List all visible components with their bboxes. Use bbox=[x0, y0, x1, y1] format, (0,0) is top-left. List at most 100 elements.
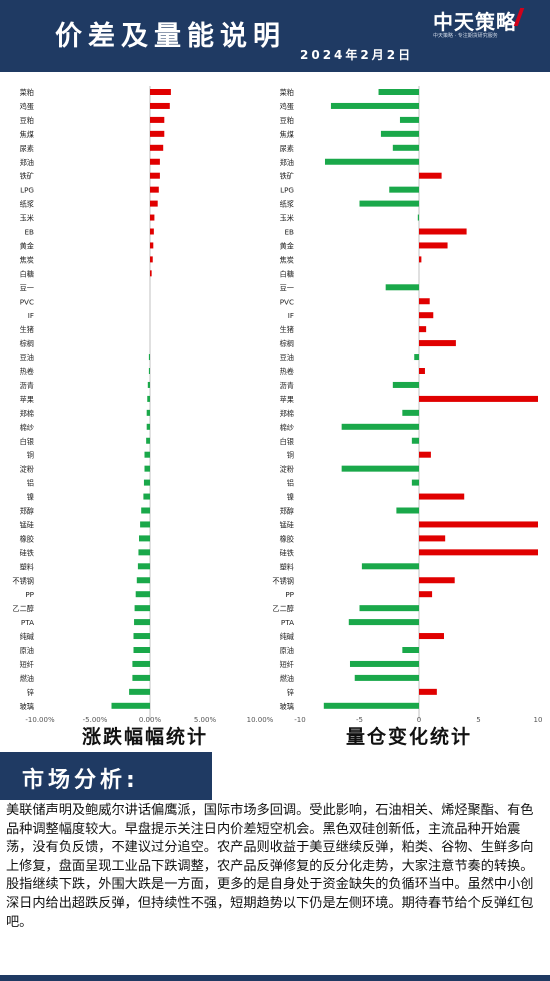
chart-1-category-label: 生猪 bbox=[280, 325, 294, 334]
chart-0-category-label: 郑油 bbox=[20, 158, 34, 167]
chart-0-category-label: PP bbox=[25, 590, 34, 599]
chart-0-bar bbox=[134, 605, 150, 612]
chart-0-category-label: EB bbox=[25, 228, 35, 237]
chart-1-category-label: 短纤 bbox=[280, 660, 294, 669]
chart-0-category-label: 棕榈 bbox=[20, 339, 34, 348]
chart-0-category-label: 郑醇 bbox=[20, 507, 34, 516]
chart-0-bar bbox=[150, 89, 171, 95]
chart-0-category-label: 生猪 bbox=[20, 325, 34, 334]
chart-0-bar bbox=[143, 479, 150, 486]
chart-1-category-label: 焦煤 bbox=[280, 130, 294, 139]
chart-1-bar bbox=[414, 354, 419, 361]
chart-1-bar bbox=[361, 563, 419, 570]
chart-1-bar bbox=[419, 521, 538, 528]
chart-1-category-label: 硅铁 bbox=[280, 548, 294, 557]
chart-0-category-label: 郑棉 bbox=[20, 409, 34, 418]
chart-1-bar bbox=[419, 535, 446, 542]
page-title: 价差及量能说明 bbox=[55, 21, 286, 52]
chart-1-bar bbox=[419, 493, 465, 500]
chart-0-bar bbox=[139, 535, 150, 542]
chart-1-bar bbox=[419, 591, 433, 598]
chart-0-category-label: 豆一 bbox=[20, 283, 34, 292]
chart-0-category-label: PVC bbox=[20, 297, 34, 306]
chart-0-tick-label: 0.00% bbox=[139, 716, 162, 724]
chart-0-bar bbox=[150, 200, 158, 207]
chart-0-category-label: 沥青 bbox=[20, 381, 34, 390]
chart-0-bar bbox=[135, 591, 150, 598]
chart-1-category-label: 热卷 bbox=[280, 367, 294, 376]
chart-0-category-label: 铜 bbox=[27, 451, 34, 460]
chart-1-tick-label: 10 bbox=[534, 716, 543, 724]
chart-0-bar bbox=[150, 242, 154, 249]
chart-0-bar bbox=[150, 144, 164, 151]
section-title: 市场分析: bbox=[22, 768, 139, 793]
chart-0-bar bbox=[148, 368, 150, 374]
logo-text: 中天策略 bbox=[433, 10, 517, 34]
footer-bar bbox=[0, 975, 550, 981]
chart-0-category-label: 塑料 bbox=[20, 562, 34, 571]
chart-1-bar bbox=[419, 172, 442, 179]
chart-0-bar bbox=[134, 619, 150, 626]
chart-0-bar bbox=[148, 354, 150, 361]
chart-1-category-label: 苹果 bbox=[280, 395, 294, 404]
chart-1-bar bbox=[419, 549, 538, 556]
chart-0-category-label: 镍 bbox=[27, 493, 34, 502]
chart-1-bar bbox=[419, 298, 430, 305]
chart-1-bar bbox=[419, 577, 455, 584]
chart-0-bar bbox=[150, 158, 160, 165]
chart-1-category-label: 橡胶 bbox=[280, 534, 294, 543]
chart-0-bar bbox=[150, 270, 152, 277]
chart-0-category-label: IF bbox=[28, 311, 34, 320]
chart-1-bar bbox=[341, 423, 419, 430]
chart-1-bar bbox=[419, 242, 448, 249]
report-date: 2024年2月2日 bbox=[300, 48, 414, 62]
chart-1-category-label: 黄金 bbox=[280, 241, 294, 250]
chart-1-category-label: PP bbox=[285, 590, 294, 599]
chart-1-bar bbox=[392, 381, 419, 388]
chart-0-tick-label: 10.00% bbox=[247, 716, 274, 724]
chart-1-bar bbox=[392, 144, 419, 151]
chart-1-category-label: 原油 bbox=[280, 646, 294, 655]
chart-0-category-label: 尿素 bbox=[20, 144, 34, 153]
chart-1-tick-label: 0 bbox=[417, 716, 421, 724]
chart-1-bar bbox=[419, 340, 456, 347]
chart-1-bar bbox=[419, 368, 425, 374]
chart-1-category-label: 铜 bbox=[287, 451, 294, 460]
chart-1-bar bbox=[330, 102, 419, 109]
chart-1-bar bbox=[417, 214, 419, 221]
chart-1-category-label: 锌 bbox=[287, 688, 294, 697]
chart-0-bar bbox=[147, 381, 150, 388]
section-banner-tab bbox=[212, 752, 550, 800]
chart-1-category-label: 郑醇 bbox=[280, 507, 294, 516]
chart-1-category-label: 白糖 bbox=[280, 269, 294, 278]
chart-1-bar bbox=[323, 702, 419, 709]
chart-0-category-label: 锌 bbox=[27, 688, 34, 697]
chart-0-bar bbox=[129, 688, 150, 695]
chart-1-category-label: 玻璃 bbox=[280, 702, 294, 711]
chart-0-bar bbox=[150, 130, 165, 137]
chart-1-bar bbox=[378, 89, 419, 95]
chart-0-bar bbox=[136, 577, 150, 584]
analysis-paragraph-1: 美联储声明及鲍威尔讲话偏鹰派，国际市场多回调。受此影响，石油相关、烯烃聚酯、有色… bbox=[6, 803, 534, 874]
chart-1-bar bbox=[380, 130, 419, 137]
chart-0-tick-label: -5.00% bbox=[83, 716, 108, 724]
chart-1-category-label: 棉纱 bbox=[280, 423, 294, 432]
chart-0-bar bbox=[138, 549, 150, 556]
chart-0-category-label: 不锈钢 bbox=[12, 576, 34, 585]
chart-1-bar bbox=[396, 507, 419, 514]
chart-0-category-label: 锰硅 bbox=[20, 520, 34, 529]
chart-1-bar bbox=[399, 116, 419, 123]
chart-0-bar bbox=[132, 674, 150, 681]
chart-0-bar bbox=[150, 172, 160, 179]
chart-0-category-label: 铝 bbox=[27, 479, 34, 488]
chart-1-bar bbox=[349, 660, 419, 667]
chart-1-bar bbox=[419, 633, 444, 640]
chart-1-category-label: 玉米 bbox=[280, 214, 294, 223]
chart-1-category-label: EB bbox=[285, 228, 295, 237]
chart-1-category-label: 郑油 bbox=[280, 158, 294, 167]
chart-0-tick-label: -10.00% bbox=[25, 716, 55, 724]
chart-0-category-label: 豆粕 bbox=[20, 116, 34, 125]
chart-0-bar bbox=[143, 493, 150, 500]
chart-0-bar bbox=[132, 660, 150, 667]
chart-0-category-label: 玉米 bbox=[20, 214, 34, 223]
